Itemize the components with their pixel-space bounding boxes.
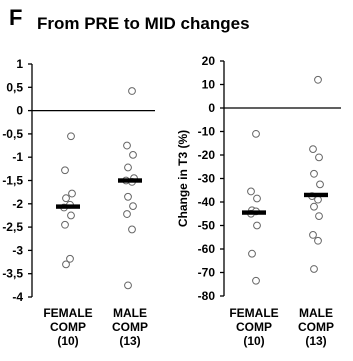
data-point bbox=[314, 75, 322, 84]
data-point bbox=[309, 145, 317, 154]
category-label-line2: COMP bbox=[236, 320, 272, 334]
y-tick-label: -20 bbox=[198, 148, 216, 162]
data-point bbox=[252, 276, 260, 285]
data-point bbox=[310, 202, 318, 211]
category-label-line1: FEMALE bbox=[229, 306, 278, 320]
y-tick-label: -3 bbox=[12, 243, 23, 257]
y-tick-label: -60 bbox=[198, 242, 216, 256]
y-tick-label: 20 bbox=[202, 54, 216, 68]
data-point bbox=[253, 221, 261, 230]
data-point bbox=[315, 212, 323, 221]
data-point bbox=[62, 194, 70, 203]
mean-bar bbox=[242, 210, 266, 215]
y-tick-label: 0 bbox=[208, 101, 215, 115]
category-label-line3: (13) bbox=[119, 334, 140, 348]
data-point bbox=[124, 163, 132, 172]
data-point bbox=[61, 166, 69, 175]
y-tick-label: -3,5 bbox=[2, 267, 23, 281]
right-chart: 20 10 0 -10 -20 -30 -40 -50 -60 -70 -80 Change in T… bbox=[176, 54, 341, 348]
category-label-line2: COMP bbox=[50, 320, 86, 334]
data-point bbox=[62, 260, 70, 269]
data-point bbox=[67, 132, 75, 141]
y-tick-label: -0,5 bbox=[2, 127, 23, 141]
category-label-line1: FEMALE bbox=[43, 306, 92, 320]
y-tick-label: -30 bbox=[198, 172, 216, 186]
data-point bbox=[124, 192, 132, 201]
data-point bbox=[310, 265, 318, 273]
figure-title: From PRE to MID changes bbox=[37, 14, 250, 33]
data-point bbox=[315, 153, 323, 162]
data-point bbox=[252, 129, 260, 138]
data-point bbox=[316, 180, 324, 189]
data-point bbox=[253, 194, 261, 203]
category-label-line2: COMP bbox=[112, 320, 148, 334]
category-label-line3: (10) bbox=[243, 334, 264, 348]
data-point bbox=[310, 169, 318, 178]
y-tick-label: 10 bbox=[202, 78, 216, 92]
y-tick-label: 0 bbox=[16, 104, 23, 118]
data-point bbox=[123, 141, 131, 150]
category-label-line1: MALE bbox=[299, 306, 333, 320]
data-point bbox=[129, 202, 137, 211]
data-point bbox=[248, 249, 256, 258]
y-tick-label: -80 bbox=[198, 289, 216, 303]
left-chart: 10,50-0,5-1-1,5-2-2,5-3-3,5-4FEMALECOMP(… bbox=[2, 57, 155, 348]
data-point bbox=[67, 211, 75, 220]
y-tick-label: 0,5 bbox=[6, 80, 23, 94]
data-point bbox=[129, 150, 137, 159]
y-tick-label: 1 bbox=[16, 57, 23, 71]
category-label-line3: (13) bbox=[305, 334, 326, 348]
y-tick-label: -2 bbox=[12, 197, 23, 211]
data-point bbox=[61, 220, 69, 229]
y-axis-label: Change in T3 (%) bbox=[176, 130, 190, 227]
data-point bbox=[124, 281, 132, 290]
y-tick-label: -40 bbox=[198, 195, 216, 209]
y-tick-label: -10 bbox=[198, 125, 216, 139]
data-point bbox=[128, 87, 136, 95]
mean-bar bbox=[56, 204, 80, 209]
mean-bar bbox=[304, 192, 328, 198]
y-tick-label: -4 bbox=[12, 290, 23, 304]
y-tick-label: -1,5 bbox=[2, 174, 23, 188]
data-point bbox=[123, 210, 131, 218]
y-tick-label: -70 bbox=[198, 266, 216, 280]
data-point bbox=[309, 231, 317, 239]
data-point bbox=[66, 254, 74, 263]
y-tick-label: -1 bbox=[12, 150, 23, 164]
y-tick-label: -2,5 bbox=[2, 220, 23, 234]
y-tick-label: -50 bbox=[198, 219, 216, 233]
category-label-line1: MALE bbox=[113, 306, 147, 320]
category-label-line3: (10) bbox=[57, 334, 78, 348]
mean-bar bbox=[118, 178, 142, 183]
data-point bbox=[128, 225, 136, 234]
category-label-line2: COMP bbox=[298, 320, 334, 334]
data-point bbox=[68, 189, 76, 198]
panel-letter: F bbox=[9, 5, 22, 30]
data-point bbox=[314, 236, 322, 245]
data-point bbox=[314, 195, 322, 204]
data-point bbox=[247, 187, 255, 196]
